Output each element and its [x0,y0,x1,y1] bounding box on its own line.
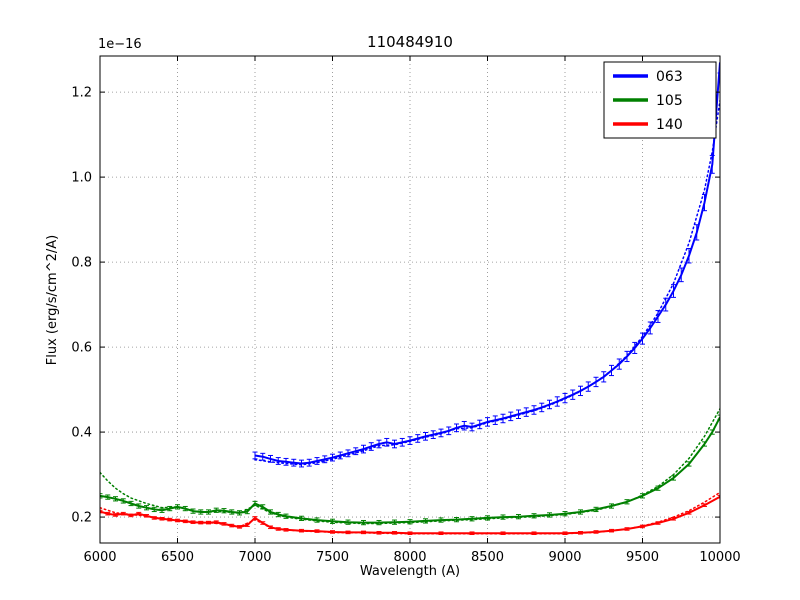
series-line-105-model [100,407,720,525]
series-line-140-model [100,491,720,535]
x-tick-label: 8500 [471,550,504,565]
series-line-105 [100,416,720,524]
x-axis-label: Wavelength (A) [360,564,460,579]
y-axis-offset-text: 1e−16 [98,37,142,52]
x-tick-label: 9000 [548,550,581,565]
series-layer [100,56,720,536]
legend-label-063: 063 [656,69,683,85]
x-tick-label: 6000 [83,550,116,565]
series-line-063-model [254,99,720,466]
y-tick-label: 1.2 [71,86,92,101]
legend-label-140: 140 [656,117,683,133]
y-axis-label: Flux (erg/s/cm^2/A) [45,235,60,365]
legend: 063 105 140 [603,61,717,139]
series-line-063 [254,62,720,465]
x-tick-label: 8000 [393,550,426,565]
x-tick-label: 7000 [238,550,271,565]
x-tick-label: 7500 [316,550,349,565]
y-tick-label: 0.4 [71,426,92,441]
y-tick-label: 1.0 [71,171,92,186]
x-tick-label: 10000 [699,550,740,565]
chart-title: 110484910 [367,33,453,51]
y-tick-label: 0.8 [71,256,92,271]
tick-labels: 6000 6500 7000 7500 8000 8500 9000 9500 10000 0.2… [71,86,740,565]
x-tick-label: 6500 [161,550,194,565]
legend-label-105: 105 [656,93,683,109]
x-tick-label: 9500 [626,550,659,565]
y-tick-label: 0.6 [71,341,92,356]
y-tick-label: 0.2 [71,511,92,526]
